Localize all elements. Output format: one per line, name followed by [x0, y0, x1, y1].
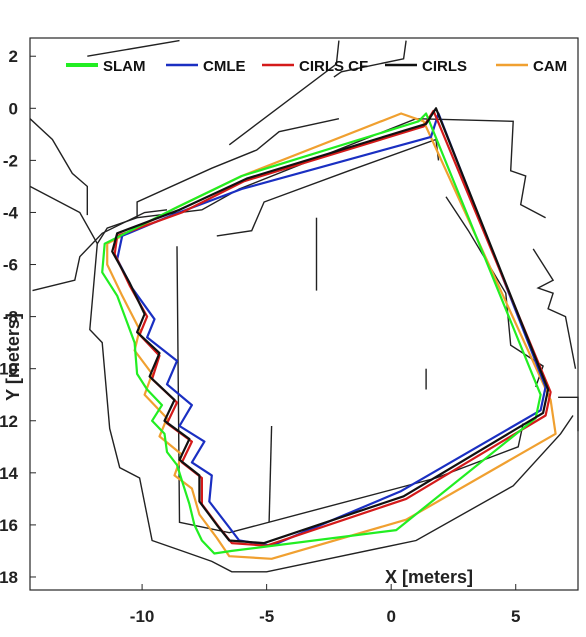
series-line-cmle — [116, 112, 547, 547]
y-tick-label: -2 — [3, 151, 18, 170]
legend-label: SLAM — [103, 58, 146, 75]
y-axis-ticks: 2 0 -2 -4 -6 -8 10 12 14 16 18 — [0, 47, 36, 587]
legend-label: CAM — [533, 58, 567, 75]
legend: SLAM CMLE CIRLS CF CIRLS CAM — [66, 58, 567, 75]
map-wall — [29, 185, 574, 573]
map-wall — [333, 40, 407, 78]
x-tick-label: -10 — [130, 607, 155, 626]
series-layer — [101, 107, 557, 560]
y-tick-label: -4 — [3, 203, 19, 222]
y-axis-label: Y [meters] — [3, 313, 23, 401]
map-wall — [532, 248, 577, 369]
map-wall — [136, 118, 340, 218]
series-line-cam — [106, 112, 557, 560]
y-tick-label: 16 — [0, 516, 18, 535]
map-wall — [228, 40, 340, 146]
map-wall — [176, 246, 524, 534]
y-tick-label: -8 — [3, 308, 18, 327]
map-wall — [32, 209, 168, 292]
series-line-slam — [101, 112, 542, 555]
x-axis-ticks: -10 -5 0 5 — [130, 584, 520, 626]
y-tick-label: 10 — [0, 360, 18, 379]
x-tick-label: 5 — [511, 607, 520, 626]
y-tick-label: 0 — [9, 99, 18, 118]
y-tick-label: 18 — [0, 568, 18, 587]
legend-label: CMLE — [203, 58, 246, 75]
x-tick-label: -5 — [259, 607, 274, 626]
y-tick-label: 12 — [0, 412, 18, 431]
x-tick-label: 0 — [386, 607, 395, 626]
map-wall — [29, 118, 88, 216]
map-wall — [216, 138, 440, 237]
series-line-cirls — [111, 107, 550, 545]
y-tick-label: 14 — [0, 464, 19, 483]
plot-frame — [29, 37, 579, 591]
map-wall — [87, 39, 180, 57]
legend-label: CIRLS — [422, 58, 467, 75]
legend-label: CIRLS CF — [299, 58, 368, 75]
y-tick-label: -6 — [3, 256, 18, 275]
map-wall — [268, 425, 273, 523]
y-tick-label: 2 — [9, 47, 18, 66]
x-axis-label: X [meters] — [385, 567, 473, 587]
